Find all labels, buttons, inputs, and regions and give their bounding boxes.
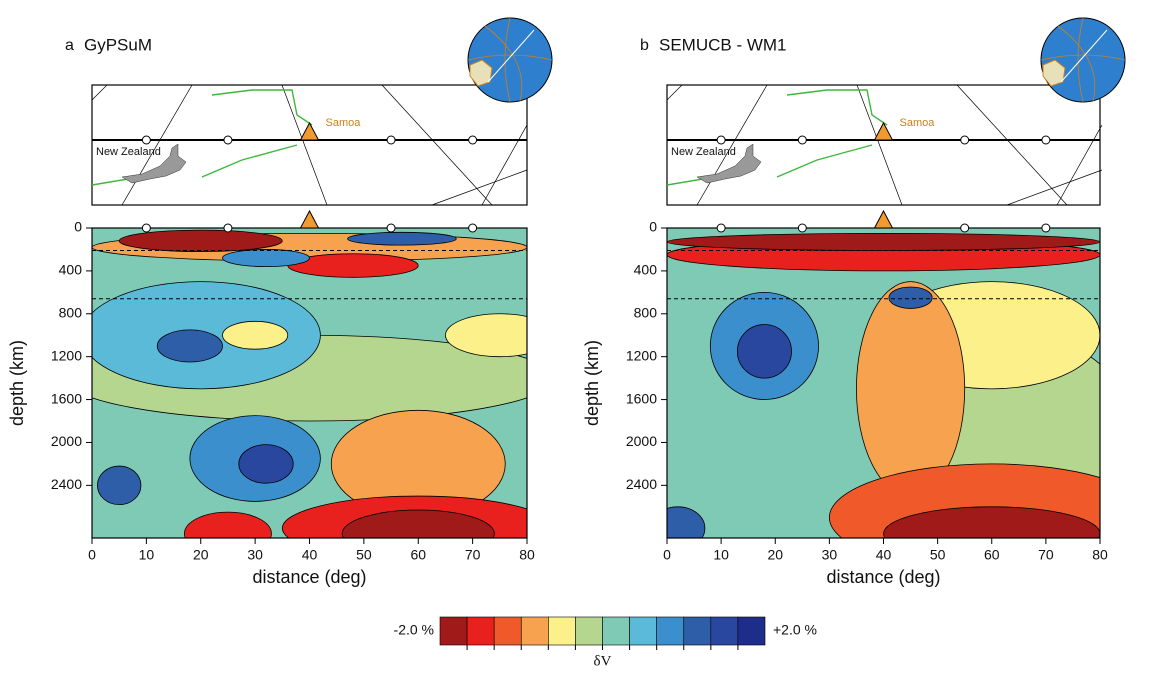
- field: [651, 228, 1150, 571]
- x-tick-label: 30: [822, 547, 838, 563]
- colorbar-min: -2.0 %: [394, 622, 434, 638]
- colorbar-swatch: [494, 617, 521, 645]
- y-axis-label: depth (km): [7, 340, 27, 426]
- figure: a GyPSuM New Zealand Samoa 0 10 20 30 40 50 60 70 80…: [0, 0, 1150, 675]
- samoa-label: Samoa: [326, 117, 362, 129]
- samoa-marker: [301, 211, 319, 228]
- y-tick-label: 1200: [51, 347, 82, 363]
- y-tick-label: 400: [634, 262, 658, 278]
- x-tick-label: 40: [302, 547, 318, 563]
- samoa-marker: [875, 211, 893, 228]
- anomaly: [97, 466, 141, 505]
- panel-letter: b: [640, 37, 649, 54]
- y-tick-label: 2000: [626, 433, 657, 449]
- anomaly: [348, 232, 457, 245]
- y-tick-label: 1200: [626, 347, 657, 363]
- colorbar-max: +2.0 %: [773, 622, 817, 638]
- colorbar-swatch: [548, 617, 575, 645]
- colorbar-swatch: [440, 617, 467, 645]
- globe: [468, 18, 552, 102]
- panel-title: GyPSuM: [84, 35, 152, 54]
- field: [65, 228, 554, 560]
- anomaly: [157, 330, 222, 362]
- globe: [1041, 18, 1125, 102]
- station: [1042, 224, 1050, 232]
- map-station: [224, 136, 232, 144]
- x-tick-label: 70: [465, 547, 481, 563]
- x-tick-label: 20: [193, 547, 209, 563]
- station: [961, 224, 969, 232]
- colorbar-swatch: [738, 617, 765, 645]
- station: [798, 224, 806, 232]
- map-station: [961, 136, 969, 144]
- station: [469, 224, 477, 232]
- map-station: [469, 136, 477, 144]
- colorbar-swatch: [657, 617, 684, 645]
- x-tick-label: 50: [356, 547, 372, 563]
- anomaly: [119, 230, 282, 251]
- y-tick-label: 2400: [51, 476, 82, 492]
- map-station: [387, 136, 395, 144]
- anomaly: [223, 249, 310, 266]
- map-station: [142, 136, 150, 144]
- x-tick-label: 20: [767, 547, 783, 563]
- y-tick-label: 0: [74, 219, 82, 235]
- colorbar-swatch: [603, 617, 630, 645]
- anomaly: [737, 325, 791, 379]
- station: [142, 224, 150, 232]
- anomaly: [667, 233, 1100, 250]
- samoa-label: Samoa: [900, 117, 936, 129]
- nz-label: New Zealand: [671, 146, 736, 158]
- panel-letter: a: [65, 37, 74, 54]
- colorbar-swatch: [521, 617, 548, 645]
- y-tick-label: 400: [59, 262, 83, 278]
- y-tick-label: 0: [649, 219, 657, 235]
- colorbar-swatch: [467, 617, 494, 645]
- y-tick-label: 2000: [51, 433, 82, 449]
- x-tick-label: 80: [519, 547, 535, 563]
- x-tick-label: 30: [247, 547, 263, 563]
- x-tick-label: 10: [713, 547, 729, 563]
- anomaly: [856, 282, 964, 496]
- x-tick-label: 40: [876, 547, 892, 563]
- anomaly: [445, 314, 554, 357]
- colorbar-label: δV: [594, 653, 612, 669]
- x-axis-label: distance (deg): [252, 567, 366, 587]
- y-tick-label: 1600: [626, 390, 657, 406]
- anomaly: [223, 321, 288, 349]
- station: [387, 224, 395, 232]
- y-axis-label: depth (km): [582, 340, 602, 426]
- x-tick-label: 10: [139, 547, 155, 563]
- x-tick-label: 0: [88, 547, 96, 563]
- x-tick-label: 80: [1092, 547, 1108, 563]
- map-station: [798, 136, 806, 144]
- colorbar-swatch: [630, 617, 657, 645]
- x-axis-label: distance (deg): [826, 567, 940, 587]
- x-tick-label: 60: [410, 547, 426, 563]
- map-station: [717, 136, 725, 144]
- y-tick-label: 800: [59, 304, 83, 320]
- colorbar-swatch: [684, 617, 711, 645]
- y-tick-label: 2400: [626, 476, 657, 492]
- station: [224, 224, 232, 232]
- panel-title: SEMUCB - WM1: [659, 35, 787, 54]
- station: [717, 224, 725, 232]
- colorbar-swatch: [575, 617, 602, 645]
- y-tick-label: 1600: [51, 390, 82, 406]
- x-tick-label: 50: [930, 547, 946, 563]
- x-tick-label: 70: [1038, 547, 1054, 563]
- x-tick-label: 60: [984, 547, 1000, 563]
- anomaly: [239, 445, 293, 484]
- anomaly: [889, 287, 932, 308]
- x-tick-label: 0: [663, 547, 671, 563]
- colorbar-swatch: [711, 617, 738, 645]
- map-station: [1042, 136, 1050, 144]
- anomaly: [651, 507, 705, 550]
- y-tick-label: 800: [634, 304, 658, 320]
- nz-label: New Zealand: [96, 146, 161, 158]
